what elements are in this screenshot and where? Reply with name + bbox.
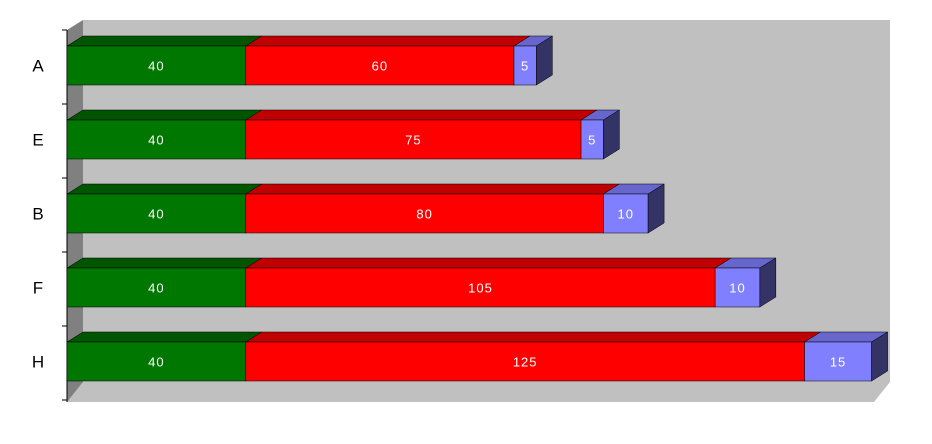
bar-segment <box>245 45 515 86</box>
bar-segment-side <box>871 331 888 382</box>
data-label: 75 <box>405 133 421 148</box>
label-group: A 40 60 5 E 40 75 5 B 40 80 10 F 40 105 10 H 40 125 15 <box>32 57 846 372</box>
bar-segment-side <box>603 109 620 160</box>
data-label: 10 <box>729 281 745 296</box>
category-label: H <box>32 353 44 372</box>
bar-segment <box>66 193 247 234</box>
bar-segment <box>245 341 805 382</box>
category-axis <box>62 29 68 402</box>
data-label: 105 <box>468 281 493 296</box>
bar-segment <box>804 341 872 382</box>
bar-segment-top <box>244 331 822 343</box>
floor-plane <box>67 382 890 402</box>
bar-segment-side <box>647 183 665 234</box>
bar-segment-top <box>66 257 263 269</box>
bar-segment <box>245 267 716 308</box>
bar-segment-top <box>66 109 263 121</box>
data-label: 40 <box>148 59 164 74</box>
bar-segment-top <box>244 183 621 195</box>
data-label: 40 <box>148 133 164 148</box>
category-label: E <box>32 131 43 150</box>
data-label: 10 <box>618 207 634 222</box>
bar-segment <box>603 193 649 234</box>
data-label: 40 <box>148 355 164 370</box>
bar-segment-side <box>759 257 777 308</box>
bar-segment <box>66 119 247 160</box>
bar-segment-top <box>244 35 531 47</box>
bar-segment-top <box>244 109 598 121</box>
data-label: 40 <box>148 207 164 222</box>
data-label: 40 <box>148 281 164 296</box>
data-label: 15 <box>830 355 846 370</box>
category-label: F <box>33 279 43 298</box>
category-label: B <box>32 205 43 224</box>
bar-segment-top <box>244 257 733 269</box>
bar-segment <box>245 193 604 234</box>
data-label: 60 <box>372 59 388 74</box>
bar-segment <box>66 45 247 86</box>
data-label: 80 <box>416 207 432 222</box>
data-label: 125 <box>513 355 538 370</box>
bar-segment-side <box>536 35 553 86</box>
data-label: 5 <box>588 133 596 148</box>
bar-segment <box>714 267 761 308</box>
category-label: A <box>32 57 44 76</box>
bar-series-group <box>66 35 889 382</box>
bar-segment-top <box>66 35 263 47</box>
bar-segment <box>66 267 247 308</box>
bar-segment-top <box>66 183 263 195</box>
bar-segment-top <box>66 331 263 343</box>
data-label: 5 <box>521 59 529 74</box>
bar-segment <box>66 341 247 382</box>
